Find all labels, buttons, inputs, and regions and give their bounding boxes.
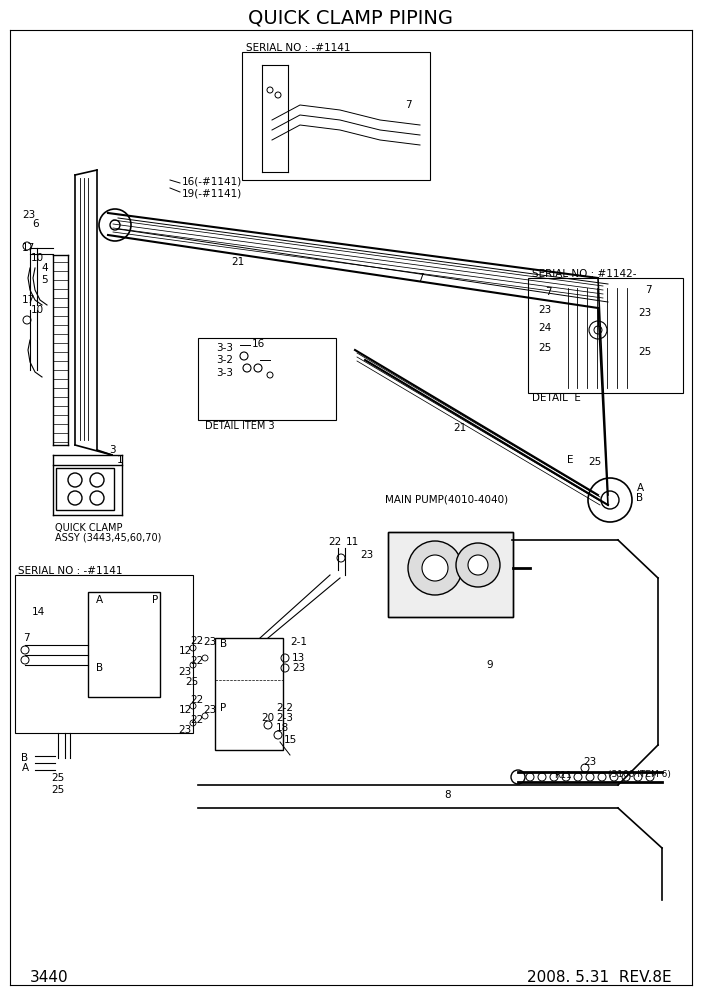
Text: 24: 24	[538, 323, 551, 333]
Text: SERIAL NO : -#1141: SERIAL NO : -#1141	[18, 566, 123, 576]
Text: 3-3: 3-3	[216, 343, 233, 353]
Text: 12: 12	[178, 705, 192, 715]
Text: 21: 21	[232, 257, 244, 267]
Text: A: A	[96, 595, 103, 605]
Text: 23: 23	[204, 705, 217, 715]
Bar	[198, 338, 336, 420]
Text: 18: 18	[275, 723, 289, 733]
Text: 3: 3	[109, 445, 115, 455]
Bar	[56, 468, 114, 510]
Text: 8: 8	[444, 790, 451, 800]
Circle shape	[468, 555, 488, 575]
Text: QUICK CLAMP PIPING: QUICK CLAMP PIPING	[249, 9, 453, 28]
Text: 25: 25	[51, 773, 65, 783]
Text: 25: 25	[185, 677, 199, 687]
Text: 23: 23	[22, 210, 35, 220]
Text: 3-3: 3-3	[216, 368, 233, 378]
Text: 2-1: 2-1	[290, 637, 307, 647]
Text: 22: 22	[190, 695, 204, 705]
Text: SERIAL NO : #1142-: SERIAL NO : #1142-	[532, 269, 637, 279]
Text: 25: 25	[588, 457, 602, 467]
Text: 12: 12	[178, 646, 192, 656]
Text: 16: 16	[252, 339, 265, 349]
Text: 7: 7	[22, 633, 29, 643]
Bar	[528, 278, 683, 393]
Text: 20: 20	[261, 713, 274, 723]
Text: B: B	[22, 753, 29, 763]
Text: 23: 23	[638, 308, 651, 318]
Text: 22: 22	[190, 715, 204, 725]
Text: B: B	[220, 639, 227, 649]
Text: 22: 22	[329, 537, 342, 547]
Text: 23: 23	[360, 550, 373, 560]
Text: B: B	[96, 663, 103, 673]
Text: 7: 7	[545, 287, 552, 297]
Text: 6: 6	[32, 219, 39, 229]
Text: 3-2: 3-2	[216, 355, 233, 365]
Bar	[15, 575, 193, 733]
Text: 23: 23	[178, 725, 192, 735]
Text: 22: 22	[190, 636, 204, 646]
Circle shape	[110, 220, 120, 230]
Text: P: P	[152, 595, 158, 605]
Bar	[388, 532, 513, 617]
Text: B: B	[637, 493, 644, 503]
Text: 7: 7	[417, 273, 423, 283]
Text: 13: 13	[292, 653, 305, 663]
Circle shape	[422, 555, 448, 581]
Text: E: E	[567, 455, 574, 465]
Text: 23: 23	[178, 667, 192, 677]
Text: 10: 10	[31, 305, 44, 315]
Text: 7: 7	[404, 100, 411, 110]
Text: 10: 10	[31, 253, 44, 263]
Text: (3100 ITEM 6): (3100 ITEM 6)	[608, 771, 671, 780]
Text: 22: 22	[190, 656, 204, 666]
Bar	[88, 592, 160, 697]
Text: 21: 21	[453, 423, 467, 433]
Circle shape	[408, 541, 462, 595]
Text: 9: 9	[486, 660, 494, 670]
Text: 25: 25	[51, 785, 65, 795]
Text: R11: R11	[554, 771, 572, 780]
Text: P: P	[220, 703, 226, 713]
Text: A: A	[637, 483, 644, 493]
Text: 11: 11	[345, 537, 359, 547]
Text: 23: 23	[538, 305, 551, 315]
Bar	[215, 638, 283, 750]
Text: 2-3: 2-3	[276, 713, 293, 723]
Text: 23: 23	[204, 637, 217, 647]
Text: 25: 25	[538, 343, 551, 353]
Text: 23: 23	[583, 757, 597, 767]
Text: QUICK CLAMP: QUICK CLAMP	[55, 523, 123, 533]
Text: 25: 25	[638, 347, 651, 357]
Text: 2008. 5.31  REV.8E: 2008. 5.31 REV.8E	[527, 970, 672, 985]
Text: 19(-#1141): 19(-#1141)	[182, 188, 242, 198]
Text: 5: 5	[41, 275, 48, 285]
Text: 2-2: 2-2	[276, 703, 293, 713]
Text: MAIN PUMP(4010-4040): MAIN PUMP(4010-4040)	[385, 495, 508, 505]
Circle shape	[456, 543, 500, 587]
Text: SERIAL NO : -#1141: SERIAL NO : -#1141	[246, 43, 350, 53]
Circle shape	[594, 326, 602, 334]
Text: 14: 14	[32, 607, 45, 617]
Text: 4: 4	[41, 263, 48, 273]
Text: DETAIL ITEM 3: DETAIL ITEM 3	[205, 421, 274, 431]
Text: ASSY (3443,45,60,70): ASSY (3443,45,60,70)	[55, 532, 161, 542]
Text: 17: 17	[22, 243, 35, 253]
Bar	[242, 52, 430, 180]
Bar	[388, 532, 513, 617]
Text: 23: 23	[292, 663, 305, 673]
Text: DETAIL  E: DETAIL E	[532, 393, 581, 403]
Text: 1: 1	[117, 455, 124, 465]
Text: 15: 15	[284, 735, 297, 745]
Text: A: A	[22, 763, 29, 773]
Text: 16(-#1141): 16(-#1141)	[182, 177, 242, 187]
Text: 3440: 3440	[30, 970, 69, 985]
Text: 7: 7	[645, 285, 651, 295]
Text: 17: 17	[22, 295, 35, 305]
